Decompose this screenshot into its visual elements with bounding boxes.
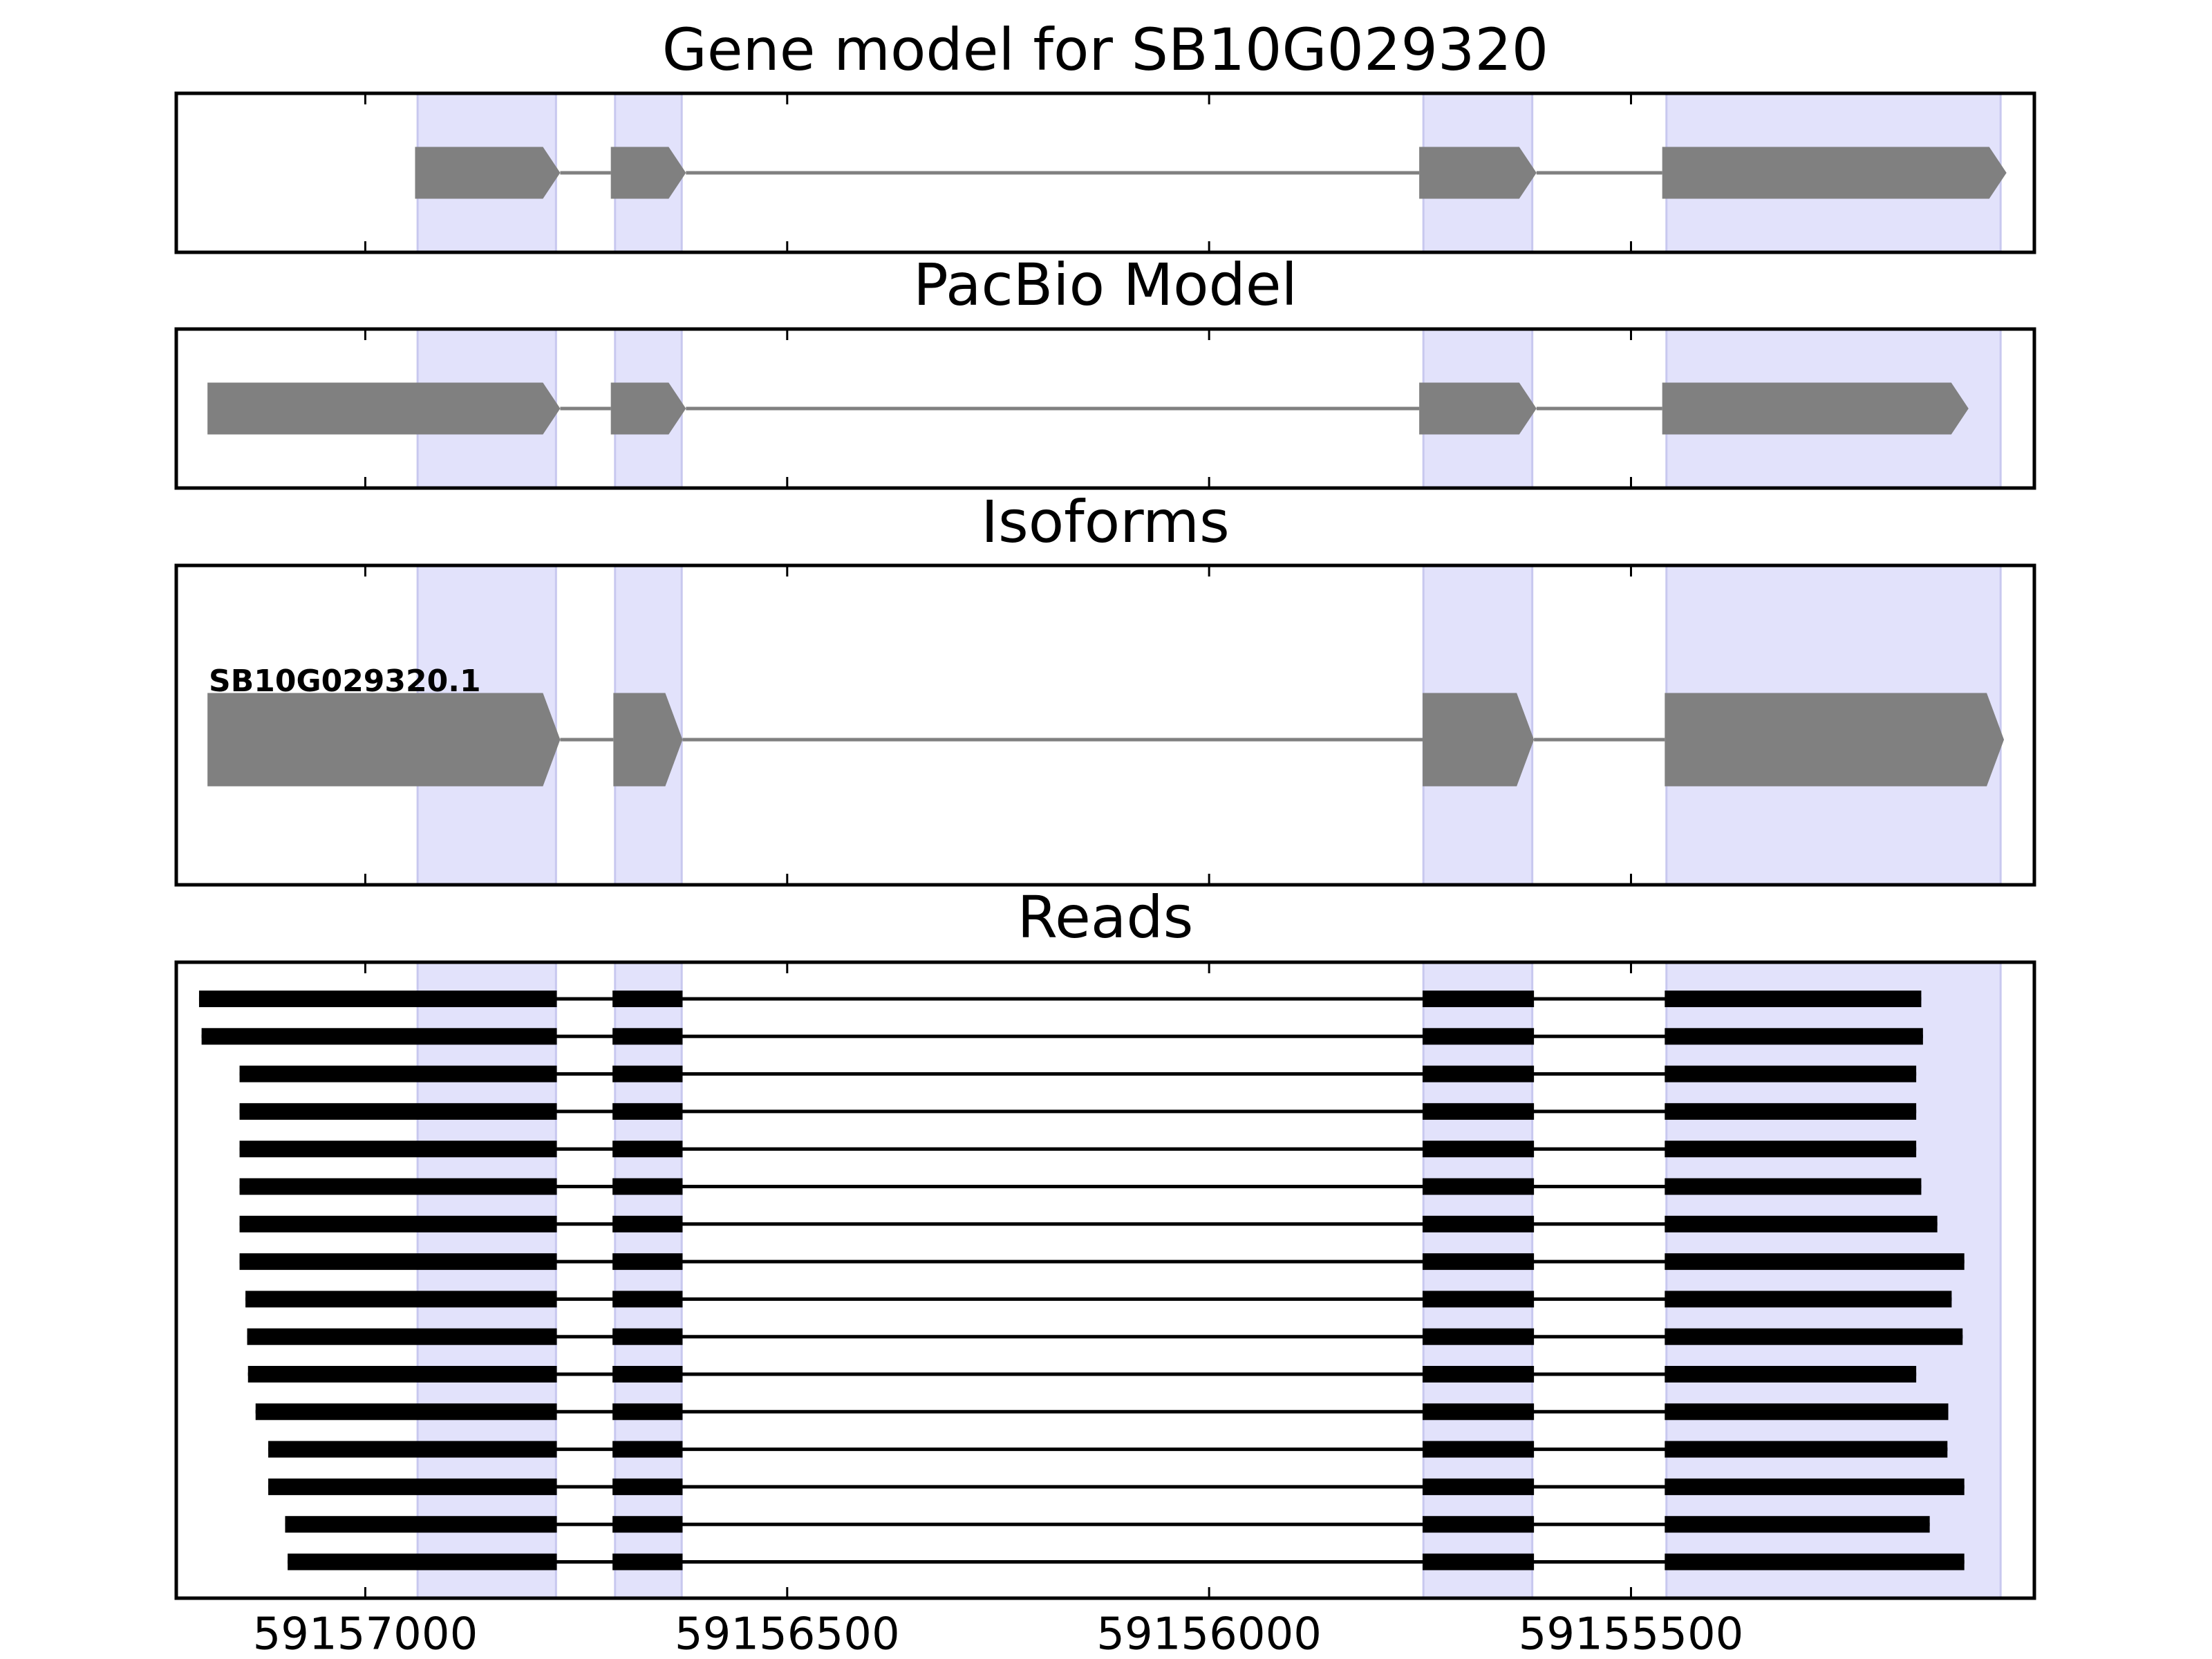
- x-tick-label: 59156500: [675, 1609, 900, 1659]
- shaded-region: [416, 961, 557, 1600]
- read-block: [1665, 1366, 1917, 1382]
- x-tick-label: 59156000: [1096, 1609, 1322, 1659]
- read-block: [268, 1478, 557, 1495]
- panel-frame: [174, 563, 2036, 887]
- read-block: [1422, 1478, 1535, 1495]
- exon: [610, 147, 686, 199]
- exon: [1662, 147, 2007, 199]
- read-block: [612, 1253, 683, 1271]
- shaded-region: [1665, 961, 2002, 1600]
- read-block: [1665, 1516, 1930, 1533]
- read-block: [612, 1028, 683, 1045]
- read-block: [1422, 1065, 1535, 1082]
- read-block: [612, 1441, 683, 1458]
- exon: [207, 693, 561, 787]
- read-block: [247, 1366, 557, 1382]
- read-block: [1665, 1291, 1952, 1308]
- read-block: [1422, 1028, 1535, 1045]
- read-block: [1665, 1403, 1949, 1421]
- panel-title: Reads: [1018, 883, 1194, 951]
- x-tick-label: 59155500: [1519, 1609, 1744, 1659]
- read-block: [239, 1103, 557, 1120]
- read-block: [1665, 1553, 1965, 1571]
- read-block: [1422, 1441, 1535, 1458]
- exon: [613, 693, 683, 787]
- read-block: [612, 1328, 683, 1345]
- panel-frame: [174, 960, 2036, 1600]
- exon: [1665, 693, 2005, 787]
- read-block: [201, 1028, 557, 1045]
- exon: [207, 382, 561, 435]
- panel-title: PacBio Model: [913, 251, 1297, 319]
- exon: [1422, 693, 1535, 787]
- panel-frame: [174, 327, 2036, 490]
- x-tick-label: 59157000: [253, 1609, 478, 1659]
- read-block: [612, 1215, 683, 1232]
- read-block: [612, 1178, 683, 1195]
- read-block: [239, 1141, 557, 1158]
- read-block: [1665, 1441, 1948, 1458]
- exon: [415, 147, 561, 199]
- read-block: [1665, 991, 1922, 1007]
- read-block: [1422, 1178, 1535, 1195]
- read-block: [255, 1403, 557, 1421]
- read-block: [612, 1103, 683, 1120]
- read-block: [612, 1516, 683, 1533]
- read-block: [198, 991, 557, 1007]
- exon: [1419, 382, 1537, 435]
- read-block: [1422, 1215, 1535, 1232]
- read-block: [239, 1065, 557, 1082]
- read-block: [1665, 1141, 1917, 1158]
- panel-frame: [174, 91, 2036, 254]
- read-block: [612, 991, 683, 1007]
- read-block: [612, 1366, 683, 1382]
- read-block: [1422, 1403, 1535, 1421]
- read-block: [1665, 1253, 1965, 1271]
- panel-title: Gene model for SB10G029320: [662, 16, 1548, 84]
- read-block: [245, 1291, 557, 1308]
- read-block: [1422, 1103, 1535, 1120]
- read-block: [1422, 1253, 1535, 1271]
- read-block: [1665, 1178, 1922, 1195]
- read-block: [1422, 1291, 1535, 1308]
- shaded-region: [1422, 961, 1534, 1600]
- read-block: [239, 1215, 557, 1232]
- shaded-region: [614, 961, 683, 1600]
- exon: [1662, 382, 1969, 435]
- read-block: [612, 1141, 683, 1158]
- exon: [1419, 147, 1537, 199]
- read-block: [1665, 1478, 1965, 1495]
- read-block: [288, 1553, 557, 1571]
- read-block: [1665, 1215, 1938, 1232]
- read-block: [1422, 1516, 1535, 1533]
- exon: [610, 382, 686, 435]
- read-block: [612, 1553, 683, 1571]
- read-block: [247, 1328, 557, 1345]
- read-block: [1422, 991, 1535, 1007]
- read-block: [285, 1516, 557, 1533]
- read-block: [1422, 1366, 1535, 1382]
- read-block: [612, 1291, 683, 1308]
- isoform-label: SB10G029320.1: [209, 664, 481, 699]
- read-block: [1665, 1328, 1963, 1345]
- read-block: [1665, 1065, 1917, 1082]
- read-block: [1665, 1103, 1917, 1120]
- read-block: [268, 1441, 557, 1458]
- read-block: [1422, 1328, 1535, 1345]
- read-block: [612, 1403, 683, 1421]
- read-block: [239, 1178, 557, 1195]
- read-block: [1422, 1141, 1535, 1158]
- read-block: [612, 1065, 683, 1082]
- read-block: [1422, 1553, 1535, 1571]
- read-block: [239, 1253, 557, 1271]
- read-block: [1665, 1028, 1923, 1045]
- read-block: [612, 1478, 683, 1495]
- panel-title: Isoforms: [981, 488, 1230, 556]
